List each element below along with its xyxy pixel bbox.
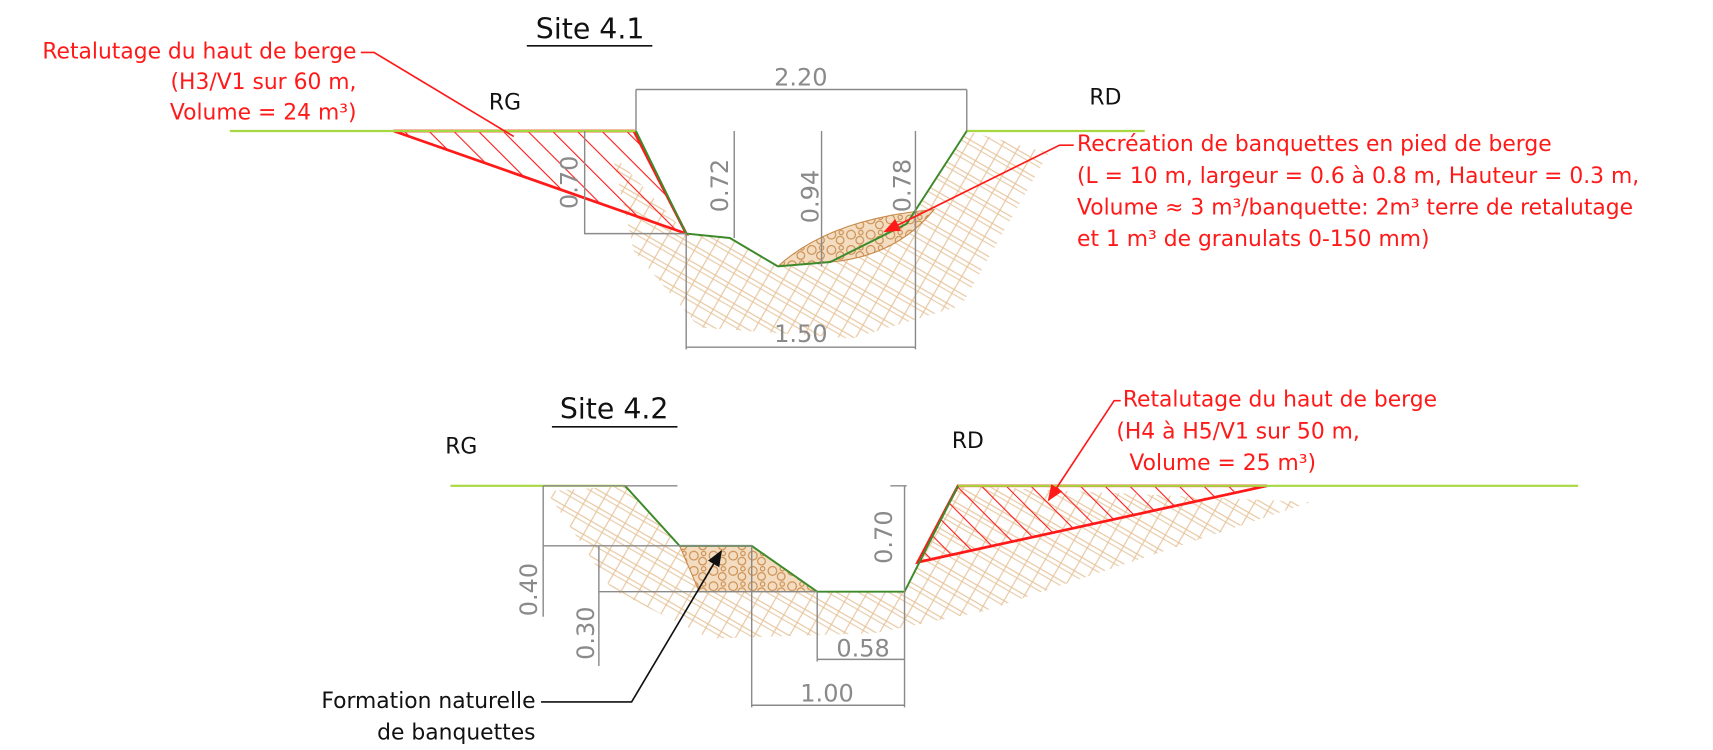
dimension-line <box>685 229 917 350</box>
annotation: Retalutage du haut de berge <box>42 39 356 64</box>
bank-label: RG <box>445 435 477 460</box>
dimension: 1.00 <box>800 679 853 707</box>
annotation: (H3/V1 sur 60 m, <box>171 70 357 95</box>
dimension: 0.30 <box>572 606 600 659</box>
soil <box>611 131 1049 339</box>
dimension: 0.94 <box>797 170 825 223</box>
dimension-line <box>733 131 917 267</box>
annotation: Volume = 24 m³) <box>170 101 357 126</box>
annotation: Volume ≈ 3 m³/banquette: 2m³ terre de re… <box>1077 196 1633 221</box>
leader <box>1047 399 1121 502</box>
site-4-2: Site 4.2 RG RD 0.40 0.30 0.70 0.58 1.00 … <box>321 388 1579 746</box>
title: Site 4.2 <box>560 392 669 425</box>
annotation: Formation naturelle <box>321 689 535 714</box>
regrading-zone <box>393 129 689 237</box>
dimension: 0.70 <box>870 510 898 563</box>
dimension: 2.20 <box>774 64 827 92</box>
title: Site 4.1 <box>536 13 645 46</box>
dimension: 0.78 <box>888 159 916 212</box>
annotation: (L = 10 m, largeur = 0.6 à 0.8 m, Hauteu… <box>1077 164 1639 189</box>
leader <box>360 51 515 138</box>
dimension: 0.40 <box>515 563 543 616</box>
dimension: 0.58 <box>836 635 889 663</box>
annotation: (H4 à H5/V1 sur 50 m, <box>1116 419 1360 444</box>
annotation: Volume = 25 m³) <box>1129 451 1316 476</box>
dimension: 1.50 <box>774 320 827 348</box>
dimension-line <box>542 485 907 708</box>
leader <box>540 549 722 703</box>
annotation: Retalutage du haut de berge <box>1123 388 1437 413</box>
leader <box>883 144 1074 233</box>
dimension-line <box>635 88 968 132</box>
dimension-line <box>583 131 687 235</box>
site-4-1: Site 4.1 RG RD 2.20 0.70 0.72 0.94 0.78 … <box>42 13 1639 350</box>
dimension: 0.70 <box>555 156 583 209</box>
dimension: 0.72 <box>706 159 734 212</box>
channel <box>624 485 959 593</box>
bank-label: RD <box>1089 85 1121 110</box>
annotation: Recréation de banquettes en pied de berg… <box>1077 132 1552 157</box>
bank-label: RG <box>489 91 521 116</box>
annotation: et 1 m³ de granulats 0-150 mm) <box>1077 227 1430 252</box>
bank-label: RD <box>952 429 984 454</box>
annotation: de banquettes <box>377 721 535 746</box>
soil <box>546 485 1311 639</box>
